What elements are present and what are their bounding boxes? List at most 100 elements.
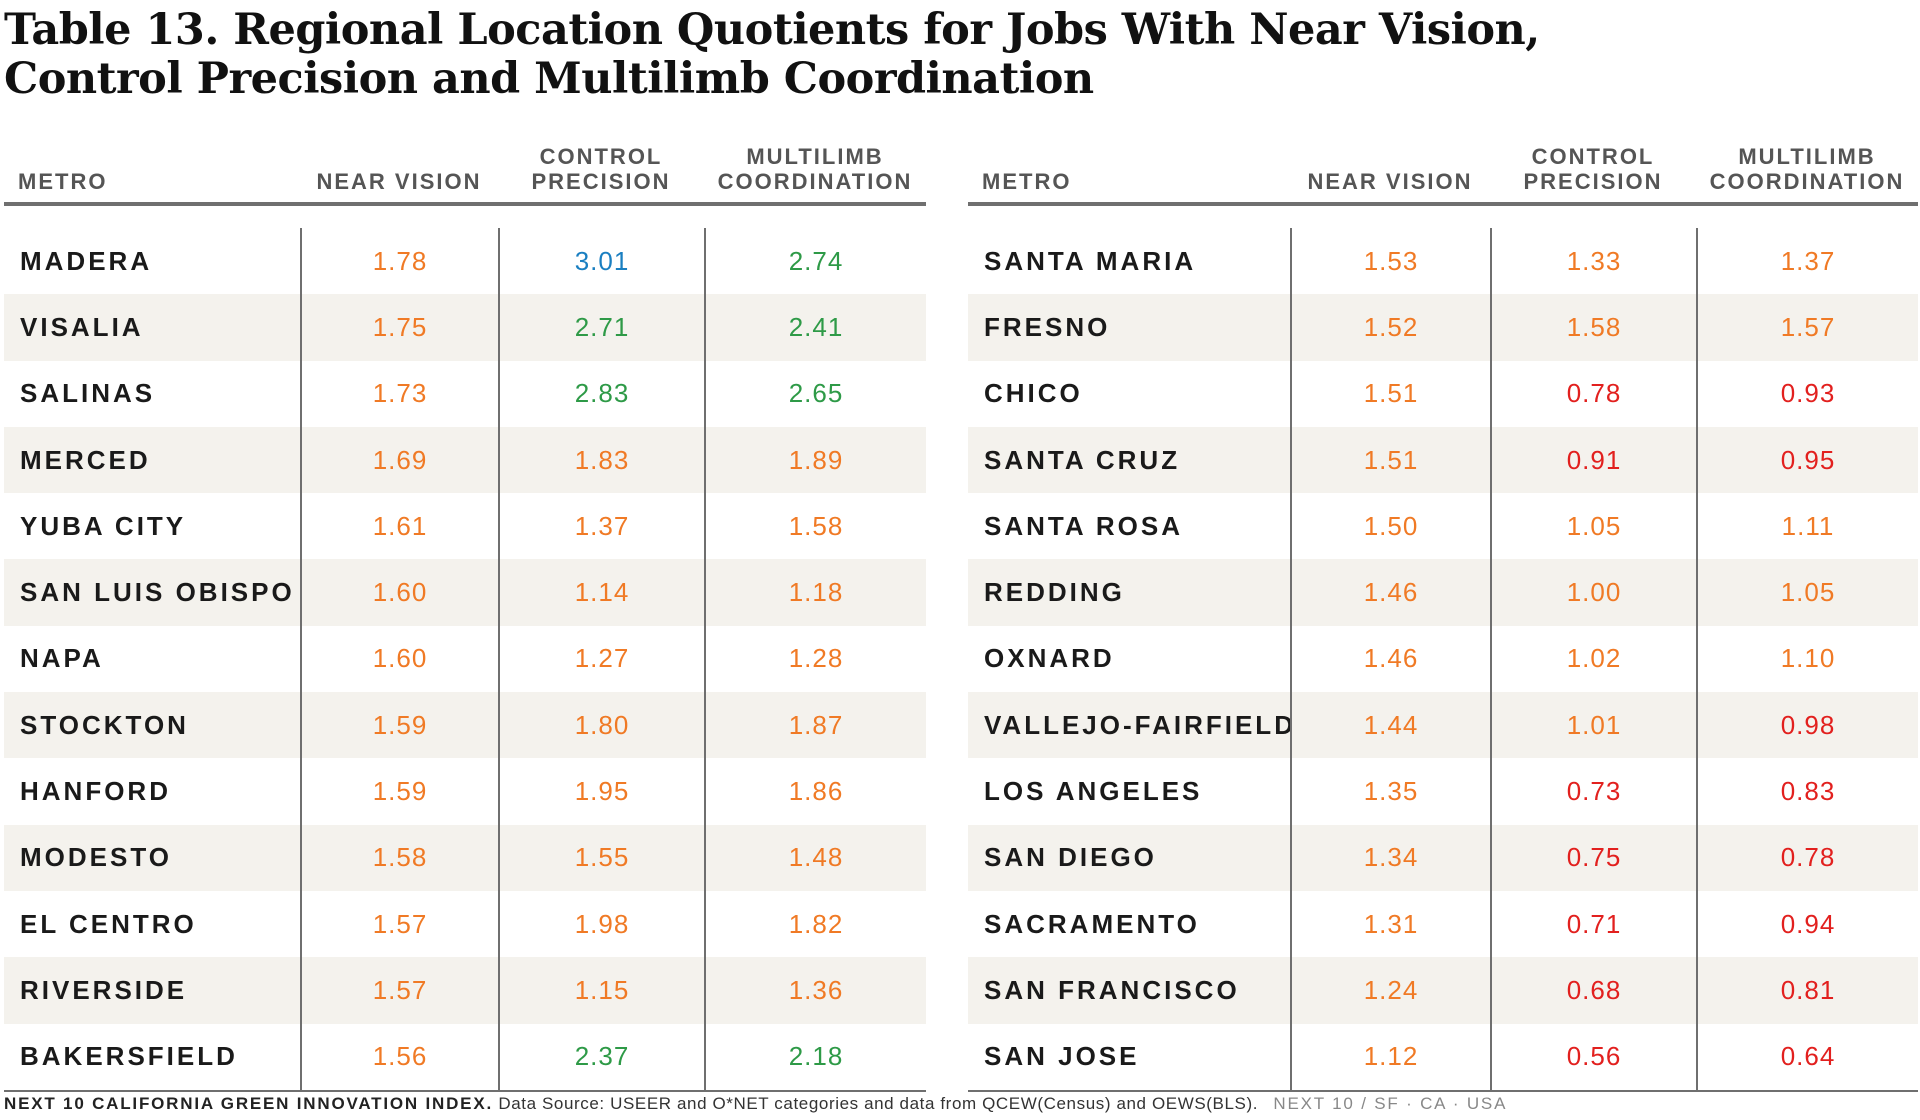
multilimb-coordination-value: 1.58 [704, 493, 926, 560]
near-vision-value: 1.57 [300, 890, 498, 958]
table-row: SAN DIEGO 1.34 0.75 0.78 [968, 824, 1918, 891]
right-table-body: SANTA MARIA 1.53 1.33 1.37 FRESNO 1.52 1.58 1.5… [968, 228, 1918, 1092]
header-control-line-1: CONTROL [539, 144, 663, 169]
control-precision-value: 0.68 [1490, 957, 1696, 1024]
table-row: REDDING 1.46 1.00 1.05 [968, 559, 1918, 626]
multilimb-coordination-value: 1.37 [1696, 228, 1918, 295]
near-vision-value: 1.12 [1290, 1023, 1490, 1090]
table-row: CHICO 1.51 0.78 0.93 [968, 360, 1918, 427]
multilimb-coordination-value: 1.48 [704, 824, 926, 891]
footer-brand: NEXT 10 CALIFORNIA GREEN INNOVATION INDE… [4, 1094, 493, 1113]
table-row: SAN LUIS OBISPO 1.60 1.14 1.18 [4, 559, 926, 626]
header-control-precision: CONTROL PRECISION [498, 144, 704, 202]
metro-cell: LOS ANGELES [984, 776, 1203, 807]
table-row: OXNARD 1.46 1.02 1.10 [968, 625, 1918, 693]
near-vision-value: 1.46 [1290, 625, 1490, 693]
multilimb-coordination-value: 1.87 [704, 692, 926, 759]
near-vision-value: 1.31 [1290, 890, 1490, 958]
metro-cell: SACRAMENTO [984, 908, 1200, 939]
multilimb-coordination-value: 1.05 [1696, 559, 1918, 626]
multilimb-coordination-value: 1.86 [704, 758, 926, 825]
footer-tagline: NEXT 10 / SF · CA · USA [1273, 1094, 1508, 1113]
control-precision-value: 2.83 [498, 360, 704, 427]
control-precision-value: 1.55 [498, 824, 704, 891]
near-vision-value: 1.51 [1290, 360, 1490, 427]
metro-cell: SAN FRANCISCO [984, 974, 1240, 1005]
near-vision-value: 1.59 [300, 758, 498, 825]
header-multilimb-line-1: MULTILIMB [746, 144, 884, 169]
left-table-header: METRO NEAR VISION CONTROL PRECISION MULT… [4, 132, 926, 206]
metro-cell: VALLEJO-FAIRFIELD [984, 709, 1296, 740]
table-row: MERCED 1.69 1.83 1.89 [4, 426, 926, 494]
metro-cell: OXNARD [984, 643, 1115, 674]
multilimb-coordination-value: 1.57 [1696, 294, 1918, 361]
header-multilimb-coordination: MULTILIMB COORDINATION [1696, 144, 1918, 202]
table-row: MADERA 1.78 3.01 2.74 [4, 228, 926, 295]
left-table-body: MADERA 1.78 3.01 2.74 VISALIA 1.75 2.71 2.41 SAL… [4, 228, 926, 1092]
table-row: HANFORD 1.59 1.95 1.86 [4, 758, 926, 825]
control-precision-value: 1.98 [498, 890, 704, 958]
control-precision-value: 0.73 [1490, 758, 1696, 825]
near-vision-value: 1.69 [300, 426, 498, 494]
control-precision-value: 1.15 [498, 957, 704, 1024]
control-precision-value: 1.95 [498, 758, 704, 825]
right-table: METRO NEAR VISION CONTROL PRECISION MULT… [968, 132, 1918, 1092]
near-vision-value: 1.44 [1290, 692, 1490, 759]
control-precision-value: 1.02 [1490, 625, 1696, 693]
near-vision-value: 1.58 [300, 824, 498, 891]
control-precision-value: 1.05 [1490, 493, 1696, 560]
table-row: VISALIA 1.75 2.71 2.41 [4, 294, 926, 361]
right-table-header: METRO NEAR VISION CONTROL PRECISION MULT… [968, 132, 1918, 206]
header-control-line-1: CONTROL [1531, 144, 1655, 169]
table-row: SAN FRANCISCO 1.24 0.68 0.81 [968, 957, 1918, 1024]
metro-cell: MERCED [20, 444, 151, 475]
multilimb-coordination-value: 1.89 [704, 426, 926, 494]
multilimb-coordination-value: 0.95 [1696, 426, 1918, 494]
near-vision-value: 1.60 [300, 559, 498, 626]
multilimb-coordination-value: 2.74 [704, 228, 926, 295]
table-row: NAPA 1.60 1.27 1.28 [4, 625, 926, 693]
multilimb-coordination-value: 1.18 [704, 559, 926, 626]
metro-cell: REDDING [984, 577, 1125, 608]
control-precision-value: 1.00 [1490, 559, 1696, 626]
near-vision-value: 1.78 [300, 228, 498, 295]
multilimb-coordination-value: 1.82 [704, 890, 926, 958]
near-vision-value: 1.34 [1290, 824, 1490, 891]
table-row: LOS ANGELES 1.35 0.73 0.83 [968, 758, 1918, 825]
near-vision-value: 1.57 [300, 957, 498, 1024]
near-vision-value: 1.51 [1290, 426, 1490, 494]
header-control-line-2: PRECISION [531, 169, 671, 194]
control-precision-value: 3.01 [498, 228, 704, 295]
control-precision-value: 1.01 [1490, 692, 1696, 759]
metro-cell: SAN LUIS OBISPO [20, 577, 295, 608]
table-row: SANTA MARIA 1.53 1.33 1.37 [968, 228, 1918, 295]
multilimb-coordination-value: 1.28 [704, 625, 926, 693]
table-title: Table 13. Regional Location Quotients fo… [4, 6, 1540, 104]
control-precision-value: 1.33 [1490, 228, 1696, 295]
multilimb-coordination-value: 2.41 [704, 294, 926, 361]
metro-cell: SAN JOSE [984, 1041, 1140, 1072]
metro-cell: SAN DIEGO [984, 842, 1157, 873]
left-table: METRO NEAR VISION CONTROL PRECISION MULT… [4, 132, 926, 1092]
table-row: VALLEJO-FAIRFIELD 1.44 1.01 0.98 [968, 692, 1918, 759]
control-precision-value: 0.75 [1490, 824, 1696, 891]
metro-cell: RIVERSIDE [20, 974, 188, 1005]
metro-cell: FRESNO [984, 311, 1111, 342]
control-precision-value: 1.80 [498, 692, 704, 759]
control-precision-value: 2.37 [498, 1023, 704, 1090]
header-metro: METRO [982, 169, 1072, 194]
header-multilimb-line-1: MULTILIMB [1738, 144, 1876, 169]
header-metro: METRO [18, 169, 108, 194]
table-row: SANTA CRUZ 1.51 0.91 0.95 [968, 426, 1918, 494]
table-row: STOCKTON 1.59 1.80 1.87 [4, 692, 926, 759]
control-precision-value: 0.91 [1490, 426, 1696, 494]
table-row: FRESNO 1.52 1.58 1.57 [968, 294, 1918, 361]
metro-cell: NAPA [20, 643, 104, 674]
header-multilimb-coordination: MULTILIMB COORDINATION [704, 144, 926, 202]
control-precision-value: 1.37 [498, 493, 704, 560]
metro-cell: SANTA CRUZ [984, 444, 1181, 475]
multilimb-coordination-value: 0.83 [1696, 758, 1918, 825]
near-vision-value: 1.24 [1290, 957, 1490, 1024]
title-line-2: Control Precision and Multilimb Coordina… [4, 54, 1094, 104]
metro-cell: EL CENTRO [20, 908, 197, 939]
